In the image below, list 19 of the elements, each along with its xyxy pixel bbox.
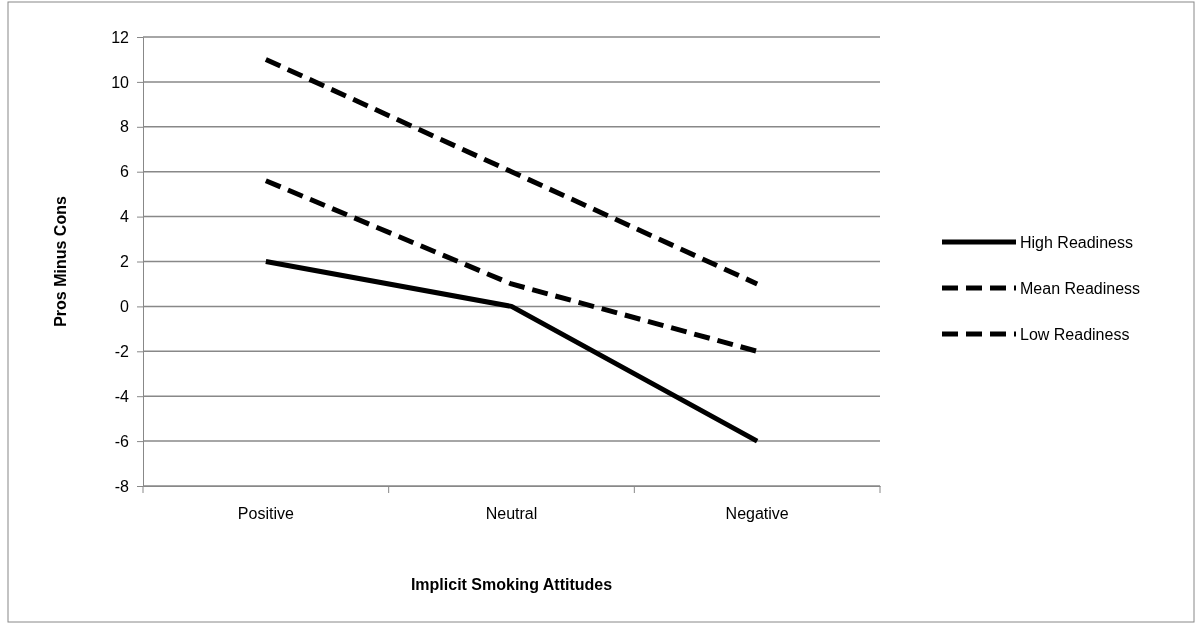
y-tick-label: 6 (120, 163, 130, 181)
y-tick-label: -6 (114, 432, 130, 450)
y-tick-label: -2 (114, 342, 130, 360)
y-tick-label: 12 (111, 28, 130, 46)
y-axis-title: Pros Minus Cons (52, 196, 69, 327)
y-tick-label: -8 (114, 477, 130, 495)
x-tick-label: Positive (237, 505, 294, 523)
y-tick-label: 2 (120, 253, 130, 271)
y-tick-label: 10 (111, 73, 130, 91)
legend-label: Mean Readiness (1020, 280, 1141, 297)
x-tick-label: Negative (725, 505, 789, 523)
legend-label: Low Readiness (1020, 326, 1130, 343)
y-tick-label: 0 (120, 298, 130, 316)
legend-label: High Readiness (1020, 234, 1133, 251)
y-tick-label: 4 (120, 208, 130, 226)
y-tick-label: -4 (114, 387, 130, 405)
x-tick-label: Neutral (485, 505, 538, 523)
y-tick-label: 8 (120, 118, 130, 136)
x-axis-title: Implicit Smoking Attitudes (410, 576, 613, 593)
